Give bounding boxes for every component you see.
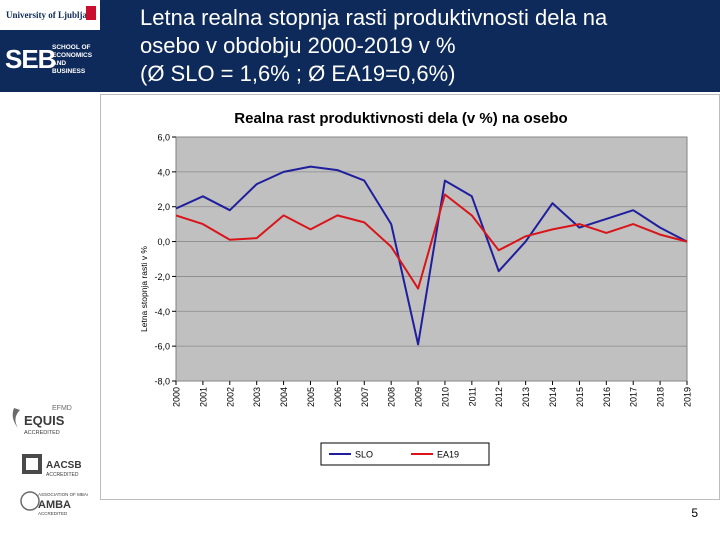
x-tick-label: 2005: [306, 387, 316, 407]
page-number: 5: [691, 506, 698, 520]
x-tick-label: 2015: [575, 387, 585, 407]
y-axis-ticks: -8,0 -6,0 -4,0 -2,0 0,0 2,0 4,0 6,0: [154, 133, 176, 387]
university-logo: University of Ljubljana: [0, 0, 100, 30]
x-tick-label: 2001: [198, 387, 208, 407]
x-tick-label: 2014: [548, 387, 558, 407]
legend-label-ea19: EA19: [437, 450, 459, 460]
chart-legend: SLO EA19: [320, 442, 490, 466]
legend-box: [320, 442, 490, 466]
x-tick-label: 2018: [656, 387, 666, 407]
y-tick-label: 0,0: [157, 237, 170, 247]
x-tick-label: 2000: [172, 387, 182, 407]
equis-logo: EFMD EQUIS ACCREDITED: [12, 405, 72, 436]
equis-swoosh-icon: [12, 408, 20, 428]
x-tick-label: 2003: [252, 387, 262, 407]
legend-label-slo: SLO: [355, 450, 373, 460]
series-line-ea19: [175, 193, 688, 290]
aacsb-name-text: AACSB: [46, 460, 82, 471]
university-name: University of Ljubljana: [6, 10, 97, 20]
x-tick-label: 2009: [414, 387, 424, 407]
school-name: SCHOOL OF ECONOMICS AND BUSINESS: [52, 44, 100, 76]
x-tick-label: 2007: [360, 387, 370, 407]
school-logo: SEB SCHOOL OF ECONOMICS AND BUSINESS: [0, 30, 100, 92]
series-lines: [175, 165, 688, 346]
x-tick-label: 2013: [521, 387, 531, 407]
x-tick-label: 2006: [333, 387, 343, 407]
university-crest-icon: [86, 6, 96, 20]
x-axis-ticks: 2000 2001 2002 2003 2004 2005 2006 2007 2008 2009…: [172, 381, 693, 407]
chart-title: Realna rast produktivnosti dela (v %) na…: [234, 110, 567, 127]
x-tick-label: 2017: [629, 387, 639, 407]
y-tick-label: 6,0: [157, 133, 170, 143]
y-tick-label: 2,0: [157, 202, 170, 212]
x-tick-label: 2016: [602, 387, 612, 407]
school-name-line-2: ECONOMICS: [52, 52, 93, 59]
productivity-line-chart: Realna rast produktivnosti dela (v %) na…: [139, 110, 693, 466]
x-tick-label: 2012: [494, 387, 504, 407]
x-tick-label: 2004: [279, 387, 289, 407]
amba-name-text: AMBA: [38, 499, 71, 511]
slide-title-line-2: osebo v obdobju 2000-2019 v %: [140, 33, 456, 58]
x-tick-label: 2011: [467, 387, 477, 406]
y-tick-label: -2,0: [154, 272, 170, 282]
y-tick-label: -4,0: [154, 307, 170, 317]
x-tick-label: 2008: [387, 387, 397, 407]
aacsb-accredited-text: ACCREDITED: [46, 472, 79, 478]
slide-title: Letna realna stopnja rasti produktivnost…: [140, 4, 715, 88]
equis-accredited-text: ACCREDITED: [24, 430, 60, 436]
x-tick-label: 2019: [683, 387, 693, 407]
equis-efmd-text: EFMD: [52, 405, 72, 412]
x-tick-label: 2002: [225, 387, 235, 407]
series-line-slo: [175, 165, 688, 346]
aacsb-logo: AACSB ACCREDITED: [22, 454, 82, 478]
school-name-line-3: AND BUSINESS: [52, 60, 86, 75]
slide-title-line-3: (Ø SLO = 1,6% ; Ø EA19=0,6%): [140, 61, 456, 86]
slide-title-line-1: Letna realna stopnja rasti produktivnost…: [140, 5, 608, 30]
amba-association-text: ASSOCIATION OF MBAs: [38, 492, 88, 497]
left-sidebar: University of Ljubljana SEB SCHOOL OF EC…: [0, 0, 100, 540]
y-tick-label: -6,0: [154, 342, 170, 352]
x-tick-label: 2010: [440, 387, 450, 407]
y-tick-label: 4,0: [157, 167, 170, 177]
slide-header: [100, 0, 720, 92]
amba-logo: ASSOCIATION OF MBAs AMBA ACCREDITED: [20, 491, 88, 516]
amba-accredited-text: ACCREDITED: [38, 511, 68, 516]
amba-circle-icon: [20, 491, 40, 511]
y-axis-label: Letna stopnja rasti v %: [139, 246, 149, 332]
equis-name-text: EQUIS: [24, 413, 65, 428]
y-tick-label: -8,0: [154, 377, 170, 387]
seb-logo-text: SEB: [5, 44, 56, 74]
chart-panel: Realna rast produktivnosti dela (v %) na…: [100, 94, 720, 500]
school-name-line-1: SCHOOL OF: [52, 44, 91, 51]
